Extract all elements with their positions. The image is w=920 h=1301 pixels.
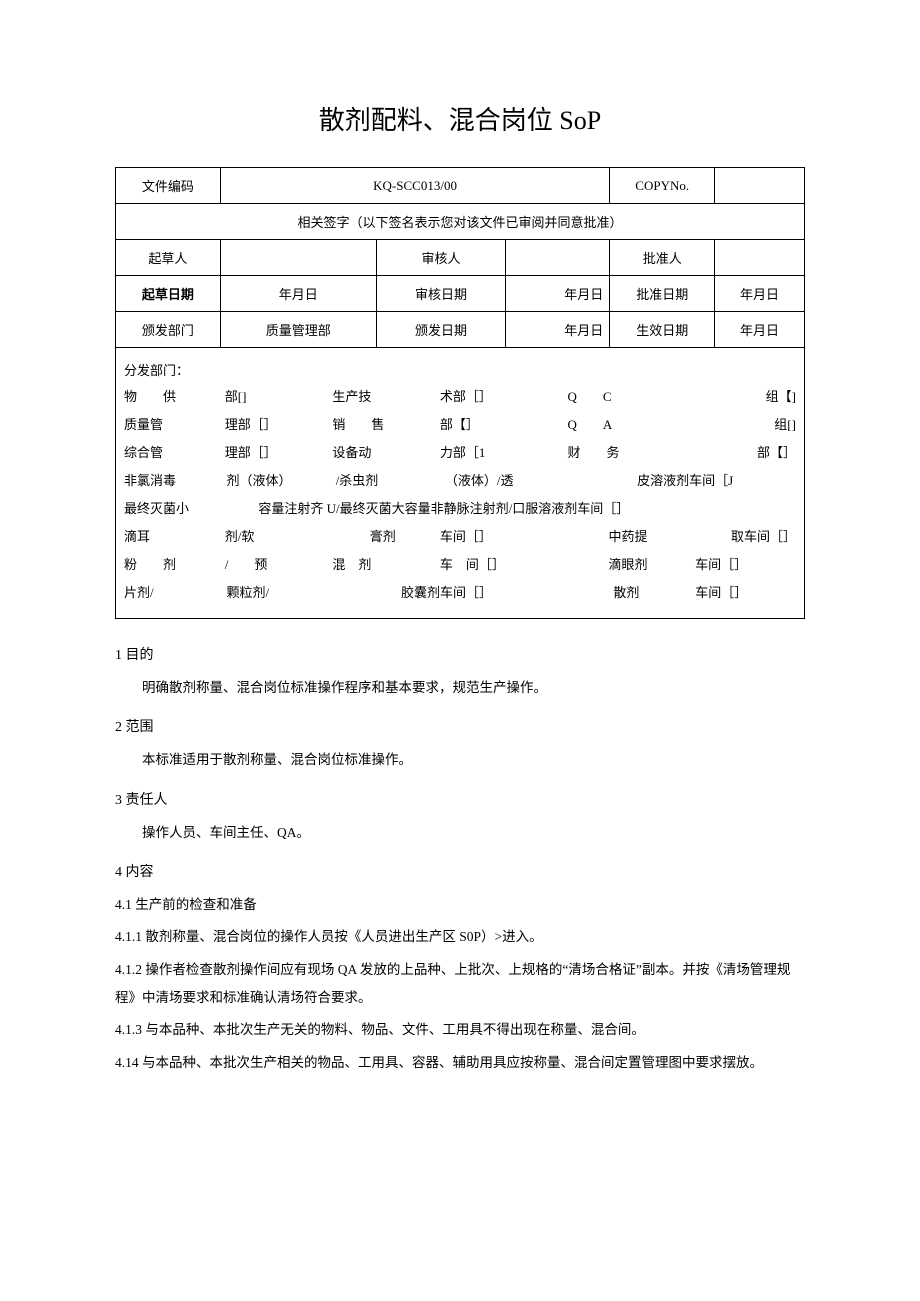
- row-dates: 起草日期 年月日 审核日期 年月日 批准日期 年月日: [116, 276, 805, 312]
- value-issue-date: 年月日: [506, 312, 610, 348]
- value-review-date: 年月日: [506, 276, 610, 312]
- dist-item: 颗粒剂/: [226, 580, 327, 606]
- document-page: 散剂配料、混合岗位 SoP 文件编码 KQ-SCC013/00 COPYNo. …: [0, 0, 920, 1131]
- section-4-heading: 4 内容: [115, 861, 805, 881]
- value-effective-date: 年月日: [715, 312, 805, 348]
- section-4-1: 4.1 生产前的检查和准备: [115, 891, 805, 919]
- dist-item: 力部［1: [440, 440, 561, 466]
- section-4-1-1: 4.1.1 散剂称量、混合岗位的操作人员按《人员进出生产区 S0P）>进入。: [115, 923, 805, 951]
- dist-item: 滴耳: [124, 524, 218, 550]
- dist-row-1: 物 供 部[] 生产技 术部［］ Q C 组【]: [124, 384, 796, 410]
- dist-item: 部【］: [695, 440, 796, 466]
- dist-item: 皮溶液剂车间［J: [574, 468, 796, 494]
- dist-item: 取车间［］: [695, 524, 796, 550]
- label-reviewer: 审核人: [376, 240, 506, 276]
- row-issue: 颁发部门 质量管理部 颁发日期 年月日 生效日期 年月日: [116, 312, 805, 348]
- document-title: 散剂配料、混合岗位 SoP: [115, 100, 805, 137]
- label-doc-code: 文件编码: [116, 168, 221, 204]
- section-4-1-4: 4.14 与本品种、本批次生产相关的物品、工用具、容器、辅助用具应按称量、混合间…: [115, 1049, 805, 1077]
- dist-item: 车间［］: [695, 580, 796, 606]
- dist-row-7: 粉 剂 / 预 混 剂 车 间［］ 滴眼剂 车间［］: [124, 552, 796, 578]
- dist-row-6: 滴耳 剂/软 膏剂 车间［］ 中药提 取车间［］: [124, 524, 796, 550]
- label-drafter: 起草人: [116, 240, 221, 276]
- dist-item: 剂（液体）: [226, 468, 327, 494]
- row-distribution: 分发部门： 物 供 部[] 生产技 术部［］ Q C 组【] 质量管 理部［］ …: [116, 348, 805, 619]
- section-1-heading: 1 目的: [115, 644, 805, 664]
- value-draft-date: 年月日: [220, 276, 376, 312]
- dist-item: 理部［］: [225, 440, 326, 466]
- dist-item: 非氯消毒: [124, 468, 218, 494]
- label-review-date: 审核日期: [376, 276, 506, 312]
- dist-item: 质量管: [124, 412, 218, 438]
- dist-item: Q C: [568, 384, 689, 410]
- label-effective-date: 生效日期: [610, 312, 715, 348]
- value-reviewer: [506, 240, 610, 276]
- row-doc-code: 文件编码 KQ-SCC013/00 COPYNo.: [116, 168, 805, 204]
- dist-item: 粉 剂: [124, 552, 218, 578]
- section-2-body: 本标准适用于散剂称量、混合岗位标准操作。: [115, 746, 805, 774]
- dist-item: 生产技: [332, 384, 433, 410]
- section-1-body: 明确散剂称量、混合岗位标准操作程序和基本要求，规范生产操作。: [115, 674, 805, 702]
- dist-item: 胶囊剂车间［］: [336, 580, 558, 606]
- dist-item: 片剂/: [124, 580, 218, 606]
- dist-item: 组【]: [695, 384, 796, 410]
- dist-item: 车 间［］: [440, 552, 561, 578]
- dist-item: 组[]: [695, 412, 796, 438]
- dist-item: 车间［］: [695, 552, 796, 578]
- value-issue-dept: 质量管理部: [220, 312, 376, 348]
- row-people: 起草人 审核人 批准人: [116, 240, 805, 276]
- value-approver: [715, 240, 805, 276]
- dist-item: 销 售: [332, 412, 433, 438]
- header-table: 文件编码 KQ-SCC013/00 COPYNo. 相关签字（以下签名表示您对该…: [115, 167, 805, 619]
- dist-item: 术部［］: [440, 384, 561, 410]
- label-approver: 批准人: [610, 240, 715, 276]
- dist-item: 综合管: [124, 440, 218, 466]
- dist-item: （液体）/透: [445, 468, 566, 494]
- dist-row-2: 质量管 理部［］ 销 售 部【］ Q A 组[]: [124, 412, 796, 438]
- dist-item: 最终灭菌小: [124, 496, 218, 522]
- section-3-heading: 3 责任人: [115, 789, 805, 809]
- dist-item: 财 务: [568, 440, 689, 466]
- dist-item: 滴眼剂: [568, 552, 689, 578]
- dist-item: 车间［］: [440, 524, 561, 550]
- label-draft-date: 起草日期: [116, 276, 221, 312]
- dist-item: 散剂: [566, 580, 687, 606]
- dist-item: 中药提: [568, 524, 689, 550]
- row-signature-note: 相关签字（以下签名表示您对该文件已审阅并同意批准）: [116, 204, 805, 240]
- dist-item: 设备动: [332, 440, 433, 466]
- label-issue-date: 颁发日期: [376, 312, 506, 348]
- signature-note: 相关签字（以下签名表示您对该文件已审阅并同意批准）: [116, 204, 805, 240]
- dist-item: 部【］: [440, 412, 561, 438]
- value-approve-date: 年月日: [715, 276, 805, 312]
- section-3-body: 操作人员、车间主任、QA。: [115, 819, 805, 847]
- dist-row-4: 非氯消毒 剂（液体） /杀虫剂 （液体）/透 皮溶液剂车间［J: [124, 468, 796, 494]
- dist-item: 物 供: [124, 384, 218, 410]
- dist-item: / 预: [225, 552, 326, 578]
- distribution-cell: 分发部门： 物 供 部[] 生产技 术部［］ Q C 组【] 质量管 理部［］ …: [116, 348, 805, 619]
- dist-item: 剂/软: [225, 524, 326, 550]
- label-copy-no: COPYNo.: [610, 168, 715, 204]
- value-doc-code: KQ-SCC013/00: [220, 168, 609, 204]
- label-approve-date: 批准日期: [610, 276, 715, 312]
- dist-row-3: 综合管 理部［］ 设备动 力部［1 财 务 部【］: [124, 440, 796, 466]
- dist-item: 混 剂: [332, 552, 433, 578]
- dist-item: 膏剂: [332, 524, 433, 550]
- dist-item: 理部［］: [225, 412, 326, 438]
- dist-item: Q A: [568, 412, 689, 438]
- value-drafter: [220, 240, 376, 276]
- dist-item: 容量注射齐 U/最终灭菌大容量非静脉注射剂/口服溶液剂车间［］: [258, 496, 796, 522]
- value-copy-no: [715, 168, 805, 204]
- dist-item: /杀虫剂: [336, 468, 437, 494]
- dist-item: 部[]: [225, 384, 326, 410]
- section-2-heading: 2 范围: [115, 716, 805, 736]
- dist-row-5: 最终灭菌小 容量注射齐 U/最终灭菌大容量非静脉注射剂/口服溶液剂车间［］: [124, 496, 796, 522]
- section-4-1-3: 4.1.3 与本品种、本批次生产无关的物料、物品、文件、工用具不得出现在称量、混…: [115, 1016, 805, 1044]
- dist-row-8: 片剂/ 颗粒剂/ 胶囊剂车间［］ 散剂 车间［］: [124, 580, 796, 606]
- label-issue-dept: 颁发部门: [116, 312, 221, 348]
- section-4-1-2: 4.1.2 操作者检查散剂操作间应有现场 QA 发放的上品种、上批次、上规格的“…: [115, 956, 805, 1013]
- distribution-title: 分发部门：: [124, 358, 796, 384]
